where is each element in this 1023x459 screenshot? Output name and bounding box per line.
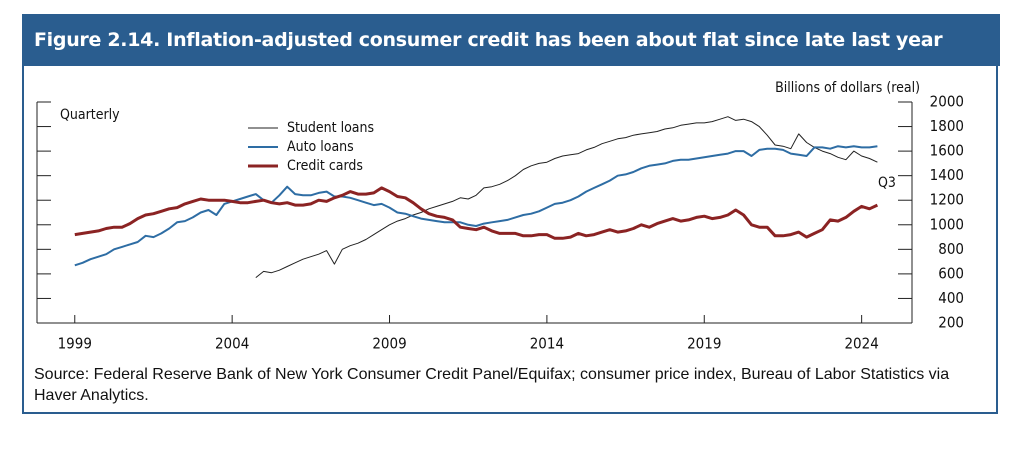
- x-tick-label: 2019: [687, 335, 721, 353]
- y-tick-label: 1000: [930, 215, 964, 233]
- x-tick-label: 2009: [372, 335, 406, 353]
- chart-title: Figure 2.14. Inflation-adjusted consumer…: [22, 14, 1000, 66]
- series-line: [74, 186, 879, 240]
- y-tick-label: 1400: [930, 166, 964, 184]
- legend-label: Credit cards: [287, 158, 363, 174]
- series-line: [74, 145, 878, 267]
- y-tick-label: 1800: [930, 117, 964, 135]
- y-tick-label: 1600: [930, 142, 964, 160]
- note: Quarterly: [60, 107, 120, 123]
- y-tick-label: 200: [938, 314, 964, 332]
- y-tick-label: 2000: [930, 93, 964, 111]
- y-tick-label: 800: [938, 240, 964, 258]
- source-note: Source: Federal Reserve Bank of New York…: [34, 366, 950, 404]
- series-line: [255, 116, 878, 278]
- y-tick-label: 1200: [930, 191, 964, 209]
- legend-label: Student loans: [287, 120, 374, 136]
- y-axis-label: Billions of dollars (real): [775, 80, 920, 96]
- y-tick-label: 400: [938, 289, 964, 307]
- x-tick-label: 2024: [844, 335, 878, 353]
- x-tick-label: 2014: [530, 335, 564, 353]
- x-tick-label: 1999: [58, 335, 92, 353]
- end-label: Q3: [878, 175, 896, 191]
- legend-label: Auto loans: [287, 139, 354, 155]
- x-tick-label: 2004: [215, 335, 249, 353]
- y-tick-label: 600: [938, 264, 964, 282]
